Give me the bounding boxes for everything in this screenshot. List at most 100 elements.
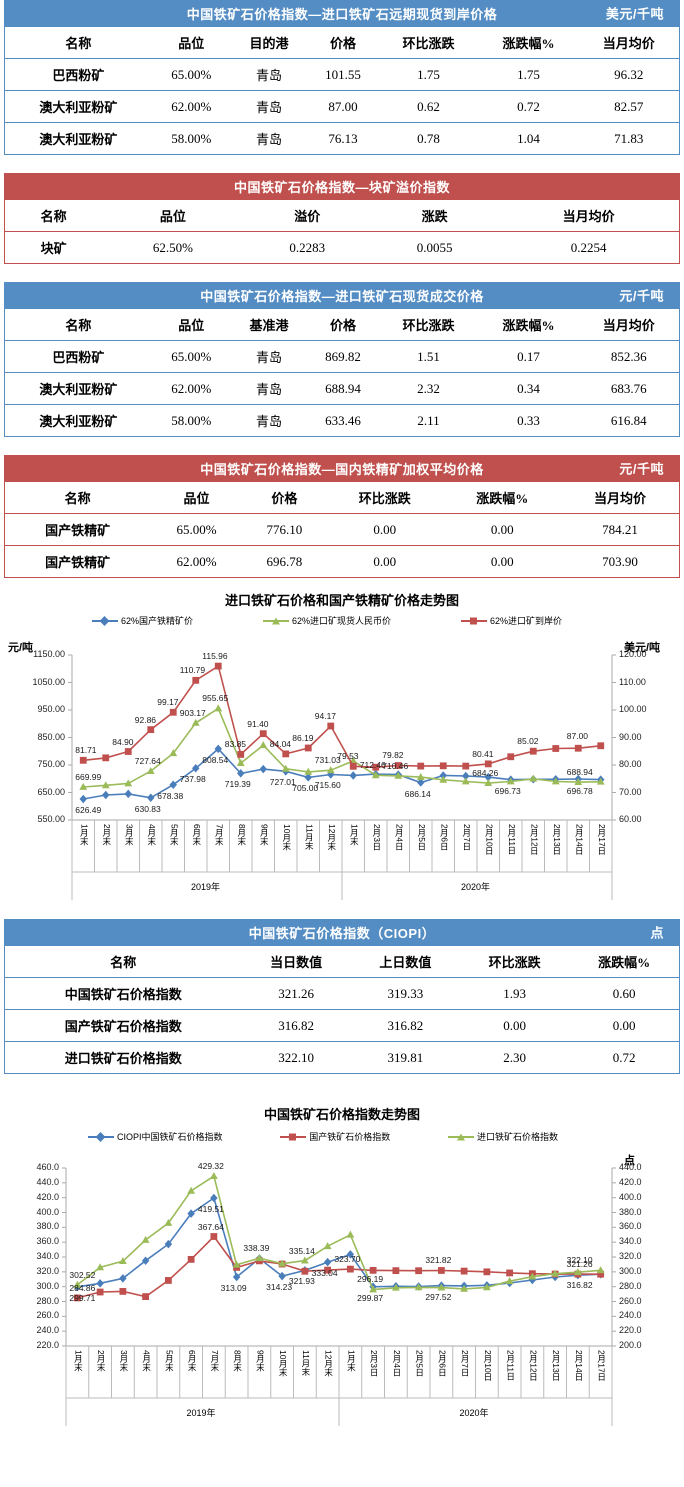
y2-axis-tick-label: 320.0 [619, 1251, 642, 1261]
y2-axis-tick-label: 260.0 [619, 1295, 642, 1306]
table-cell: 0.72 [478, 90, 579, 123]
data-point-label: 284.86 [69, 1282, 96, 1293]
y-axis-unit-label: 元/吨 [8, 642, 34, 654]
data-point-label: 686.14 [404, 788, 431, 799]
table-cell: 0.60 [569, 977, 680, 1010]
data-point-label: 712.46 [359, 760, 386, 771]
data-point-label: 85.02 [517, 736, 539, 747]
table-cell: 319.81 [350, 1041, 460, 1074]
legend-label: CIOPI中国铁矿石价格指数 [117, 1132, 223, 1142]
row-name-cell: 澳大利亚粉矿 [4, 372, 152, 405]
x-axis-tick-label: 1月末 [349, 824, 360, 846]
data-point-label: 316.82 [566, 1280, 593, 1291]
table-unit-label: 元/千吨 [619, 461, 664, 477]
legend-item[interactable]: CIOPI中国铁矿石价格指数 [88, 1130, 223, 1143]
data-point-label: 808.54 [202, 754, 229, 765]
data-point-label: 302.52 [69, 1269, 96, 1280]
y2-axis-tick-label: 120.00 [619, 649, 647, 659]
data-table-block: 中国铁矿石价格指数（CIOPI）点名称 当日数值 上日数值 环比涨跌 涨跌幅% 中国铁矿石… [4, 919, 680, 1074]
table-cell: 101.55 [307, 58, 379, 91]
y2-axis-tick-label: 340.0 [619, 1236, 642, 1247]
legend-swatch-diamond-icon [92, 615, 118, 626]
table-header-row: 名称 品位 价格 环比涨跌 涨跌幅% 当月均价 [4, 481, 680, 514]
line-chart: 220.0 240.0 260.0 280.0 300.0 320.0 340.0 360.0… [0, 1096, 684, 1428]
y-axis-tick-label: 440.0 [36, 1176, 59, 1187]
chart-series-line [83, 664, 601, 769]
table-title: 中国铁矿石价格指数—块矿溢价指数 [233, 179, 450, 195]
y2-axis-unit-label: 点 [624, 1155, 635, 1167]
column-header: 溢价 [243, 199, 371, 232]
table-cell: 82.57 [578, 90, 680, 123]
spacer [0, 1074, 684, 1096]
y2-axis-tick-label: 80.00 [619, 759, 642, 769]
y2-axis-tick-label: 440.0 [619, 1162, 642, 1172]
y2-axis-tick-label: 90.00 [619, 731, 642, 742]
x-axis-tick-label: 2月5日 [414, 1350, 425, 1377]
x-axis-tick-label: 2月末 [96, 1350, 107, 1372]
data-point-label: 321.26 [566, 1259, 593, 1270]
chart-plot-area [68, 654, 616, 900]
column-header: 名称 [4, 481, 151, 514]
data-table-block: 中国铁矿石价格指数—块矿溢价指数名称 品位 溢价 涨跌 当月均价 块矿 62.50% 0.22… [4, 173, 680, 264]
table-cell: 96.32 [578, 58, 680, 91]
legend-label: 进口铁矿石价格指数 [476, 1132, 558, 1142]
data-point-label: 684.26 [472, 768, 499, 779]
row-name-cell: 块矿 [4, 231, 103, 264]
table-cell: 316.82 [241, 1009, 351, 1042]
y2-axis-unit-label: 美元/吨 [624, 642, 661, 654]
legend-item[interactable]: 62%进口矿到岸价 [460, 614, 562, 627]
data-point-label: 87.00 [566, 730, 589, 741]
table-cell: 76.13 [307, 122, 379, 155]
y2-axis-tick-label: 110.00 [619, 676, 646, 687]
data-point-label: 321.93 [288, 1276, 315, 1287]
table-header-row: 名称 品位 基准港 价格 环比涨跌 涨跌幅% 当月均价 [4, 308, 680, 341]
row-name-cell: 澳大利亚粉矿 [4, 404, 152, 437]
data-table-block: 中国铁矿石价格指数—进口铁矿石远期现货到岸价格 美元/千吨 名称 品位 目的港 价格 环比涨… [4, 0, 680, 155]
x-axis-tick-label: 2月12日 [528, 1350, 539, 1382]
x-axis-tick-label: 2月10日 [482, 1350, 493, 1382]
column-header: 目的港 [230, 26, 308, 59]
row-name-cell: 国产铁矿石价格指数 [4, 1009, 242, 1042]
data-table-block: 中国铁矿石价格指数—进口铁矿石现货成交价格 元/千吨 名称 品位 基准港 价格 环比涨跌 涨跌… [4, 282, 680, 437]
legend-item[interactable]: 国产铁矿石价格指数 [280, 1130, 390, 1143]
report-page: 中国铁矿石价格指数—进口铁矿石远期现货到岸价格 美元/千吨 名称 品位 目的港 价格 环比涨… [0, 0, 684, 1428]
column-header: 价格 [307, 26, 379, 59]
table-cell: 0.00 [443, 545, 561, 578]
data-point-label: 696.73 [494, 785, 521, 796]
x-axis-tick-label: 2月4日 [391, 1350, 402, 1377]
table-row: 国产铁精矿 65.00% 776.10 0.00 0.00 784.21 [4, 513, 680, 546]
table-cell: 1.04 [478, 122, 579, 155]
data-table: 名称 品位 溢价 涨跌 当月均价 块矿 62.50% 0.2283 0.0055 0.2254 [4, 199, 680, 264]
table-cell: 65.00% [151, 340, 231, 373]
legend-item[interactable]: 进口铁矿石价格指数 [447, 1130, 558, 1143]
table-row: 澳大利亚粉矿 62.00% 青岛 87.00 0.62 0.72 82.57 [4, 90, 680, 123]
table-cell: 65.00% [151, 58, 231, 91]
data-point-label: 299.71 [69, 1292, 96, 1303]
data-point-label: 678.38 [157, 790, 184, 801]
column-header: 当月均价 [578, 308, 680, 341]
x-axis-tick-label: 4月末 [141, 1350, 152, 1372]
column-header: 当月均价 [578, 26, 680, 59]
table-row: 块矿 62.50% 0.2283 0.0055 0.2254 [4, 231, 680, 264]
x-axis-tick-label: 10月末 [281, 824, 292, 851]
row-name-cell: 国产铁精矿 [4, 513, 151, 546]
row-name-cell: 巴西粉矿 [4, 58, 152, 91]
x-axis-tick-label: 2月5日 [416, 824, 427, 851]
data-point-label: 731.03 [314, 755, 341, 766]
legend-item[interactable]: 62%国产铁精矿价 [92, 614, 193, 627]
x-axis-tick-label: 3月末 [118, 1350, 129, 1372]
table-header-bar: 中国铁矿石价格指数—国内铁精矿加权平均价格 元/千吨 [4, 455, 680, 481]
column-header: 品位 [151, 26, 231, 59]
data-point-label: 705.00 [292, 783, 319, 794]
x-axis-tick-label: 5月末 [164, 1350, 175, 1372]
y-axis-tick-label: 400.0 [36, 1206, 59, 1217]
column-header: 涨跌 [370, 199, 499, 232]
table-title: 中国铁矿石价格指数—进口铁矿石远期现货到岸价格 [186, 6, 498, 22]
row-name-cell: 进口铁矿石价格指数 [4, 1041, 242, 1074]
column-header: 涨跌幅% [569, 945, 680, 978]
table-cell: 青岛 [230, 90, 308, 123]
y2-axis-tick-label: 60.00 [619, 814, 642, 824]
table-cell: 696.78 [242, 545, 327, 578]
table-header-row: 名称 当日数值 上日数值 环比涨跌 涨跌幅% [4, 945, 680, 978]
legend-item[interactable]: 62%进口矿现货人民币价 [262, 614, 391, 627]
